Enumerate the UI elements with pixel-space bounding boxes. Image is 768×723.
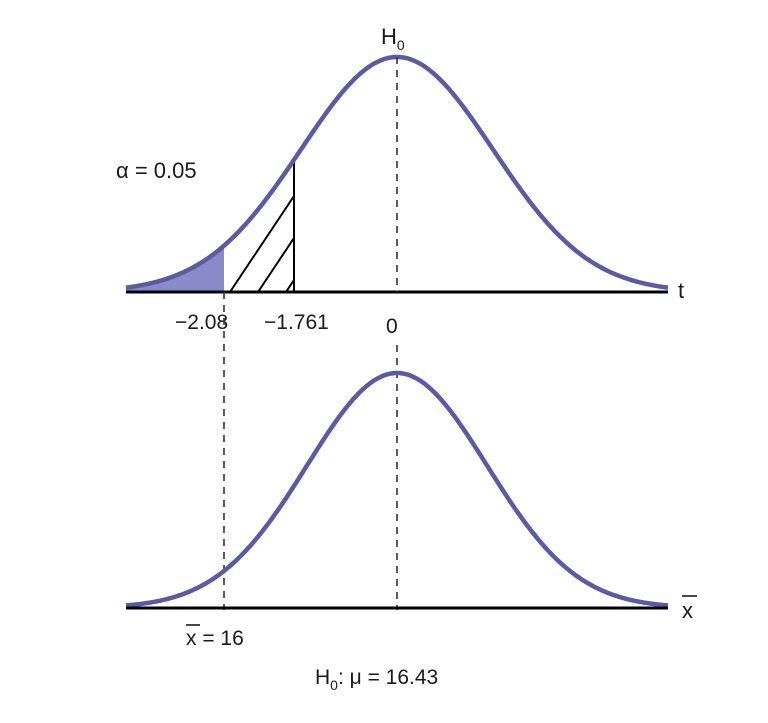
tick-label-zero: 0 xyxy=(386,315,398,338)
xbar-axis-label: x xyxy=(682,598,693,623)
test-statistic-hatch xyxy=(229,171,294,292)
tick-label-critical: −2.08 xyxy=(175,311,228,334)
tick-label-test: −1.761 xyxy=(264,311,329,334)
h0-top-label: H0 xyxy=(381,24,405,53)
alpha-label: α = 0.05 xyxy=(116,158,197,183)
rejection-region-shade xyxy=(126,245,224,292)
null-hypothesis-label: H0: μ = 16.43 xyxy=(315,666,438,693)
t-distribution: H0 α = 0.05 t −2.08 −1.761 0 xyxy=(116,24,684,338)
t-axis-label: t xyxy=(678,278,684,303)
xbar-curve xyxy=(125,370,669,608)
xbar-value-label: x = 16 xyxy=(186,627,244,650)
xbar-distribution: x x = 16 H0: μ = 16.43 xyxy=(125,370,697,693)
